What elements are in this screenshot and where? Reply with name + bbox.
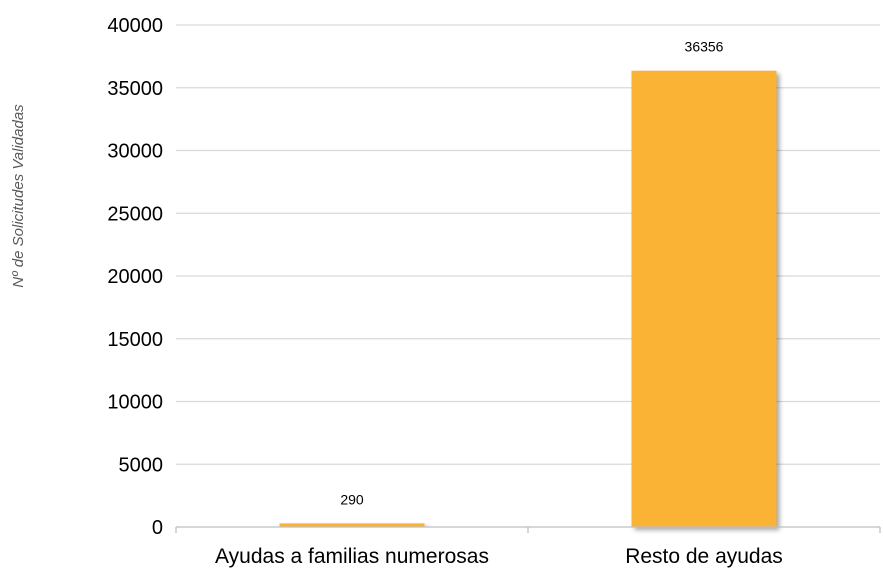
y-tick-label: 40000 bbox=[107, 15, 163, 37]
bars bbox=[279, 70, 777, 527]
y-tick-label: 10000 bbox=[107, 392, 163, 414]
y-tick-label: 20000 bbox=[107, 266, 163, 288]
y-tick-label: 35000 bbox=[107, 78, 163, 100]
bar bbox=[631, 70, 777, 527]
y-tick-label: 25000 bbox=[107, 203, 163, 225]
x-tick-label: Ayudas a familias numerosas bbox=[215, 545, 489, 568]
y-tick-label: 30000 bbox=[107, 141, 163, 163]
labels: Nº de Solicitudes Validadas 0 5000 10000 15… bbox=[10, 15, 783, 568]
x-tick-label: Resto de ayudas bbox=[625, 545, 783, 568]
axes bbox=[175, 526, 881, 533]
data-label: 290 bbox=[340, 491, 364, 507]
y-tick-label: 15000 bbox=[107, 329, 163, 351]
y-tick-label: 5000 bbox=[119, 454, 164, 476]
data-label: 36356 bbox=[685, 39, 724, 55]
gridlines bbox=[176, 24, 880, 465]
y-tick-label: 0 bbox=[152, 517, 163, 539]
y-axis-title: Nº de Solicitudes Validadas bbox=[10, 104, 27, 288]
bar bbox=[279, 523, 425, 527]
